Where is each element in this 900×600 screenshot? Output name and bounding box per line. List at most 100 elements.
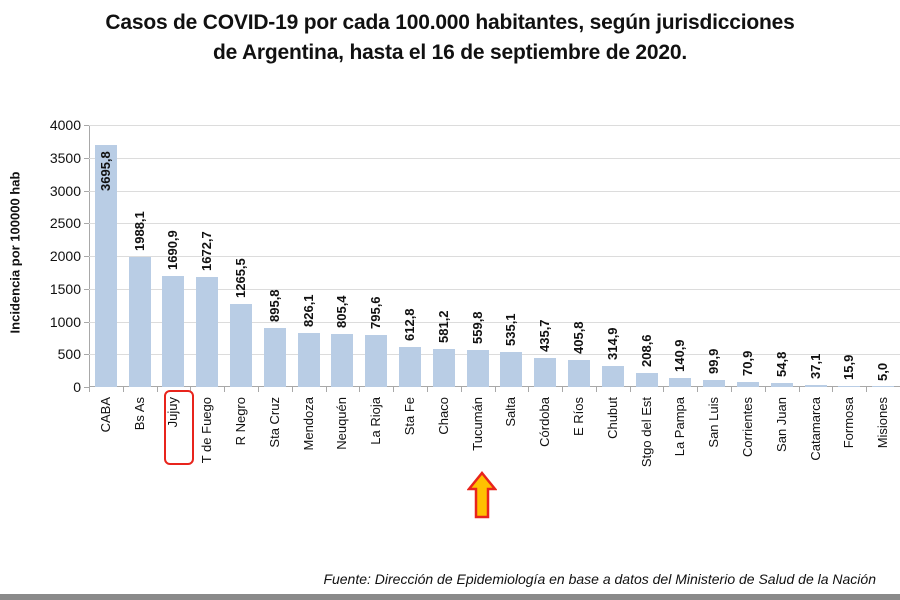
value-label: 208,6 bbox=[638, 334, 654, 368]
y-tick bbox=[84, 354, 89, 356]
y-tick-label: 0 bbox=[73, 379, 81, 395]
category-label: San Juan bbox=[773, 397, 789, 452]
bar bbox=[466, 350, 489, 387]
value-label: 54,8 bbox=[773, 352, 789, 378]
value-label: 535,1 bbox=[503, 313, 519, 346]
category-label: R Negro bbox=[233, 397, 249, 446]
bar bbox=[365, 334, 388, 387]
y-tick-label: 3000 bbox=[49, 182, 81, 199]
bar bbox=[263, 328, 286, 387]
bar bbox=[736, 382, 759, 387]
gridline bbox=[89, 157, 900, 159]
category-label: Bs As bbox=[131, 397, 147, 431]
category-label: Sta Fe bbox=[402, 397, 418, 436]
bar bbox=[567, 360, 590, 387]
y-tick bbox=[84, 223, 89, 225]
x-tick bbox=[156, 387, 158, 392]
gridline bbox=[89, 321, 900, 323]
category-label: E Ríos bbox=[570, 397, 586, 437]
value-label: 314,9 bbox=[604, 327, 620, 361]
category-label: Chaco bbox=[435, 397, 451, 435]
category-label: Córdoba bbox=[537, 397, 553, 447]
category-label: Sta Cruz bbox=[266, 397, 282, 448]
x-tick bbox=[731, 387, 733, 392]
gridline bbox=[89, 223, 900, 225]
bar bbox=[297, 332, 320, 387]
x-tick bbox=[224, 387, 226, 392]
category-label: Corrientes bbox=[739, 397, 755, 457]
bar bbox=[128, 256, 151, 387]
x-tick bbox=[122, 387, 124, 392]
gridline bbox=[89, 288, 900, 290]
value-label: 70,9 bbox=[739, 351, 755, 377]
category-label: T de Fuego bbox=[199, 397, 215, 464]
chart-title-line2: de Argentina, hasta el 16 de septiembre … bbox=[213, 41, 687, 64]
arrow-up-icon bbox=[467, 471, 497, 519]
bar bbox=[703, 380, 726, 387]
category-label: Stgo del Est bbox=[638, 397, 654, 468]
bar bbox=[872, 386, 895, 387]
value-label: 581,2 bbox=[435, 310, 451, 343]
x-tick bbox=[562, 387, 564, 392]
y-tick bbox=[84, 288, 89, 290]
value-label: 1265,5 bbox=[233, 258, 249, 299]
x-tick bbox=[291, 387, 293, 392]
bottom-band bbox=[0, 594, 900, 600]
bar bbox=[230, 304, 253, 387]
value-label: 1672,7 bbox=[199, 231, 215, 272]
value-label: 612,8 bbox=[402, 308, 418, 341]
x-tick bbox=[359, 387, 361, 392]
bar bbox=[804, 384, 827, 387]
category-label: La Pampa bbox=[672, 397, 688, 457]
x-tick bbox=[798, 387, 800, 392]
y-tick-label: 2000 bbox=[49, 248, 81, 264]
y-axis-label: Incidencia por 100000 hab bbox=[7, 171, 23, 334]
value-label: 895,8 bbox=[266, 289, 282, 323]
category-label: Salta bbox=[503, 397, 519, 427]
bar bbox=[838, 385, 861, 387]
x-tick bbox=[697, 387, 699, 392]
plot-area: 0 500 1000 1500 2000 2500 3000 3500 4000 3695,8 19… bbox=[50, 117, 900, 395]
y-tick bbox=[84, 190, 89, 192]
bar bbox=[162, 276, 185, 387]
source-note: Fuente: Dirección de Epidemiología en ba… bbox=[323, 571, 876, 587]
bar bbox=[331, 334, 354, 387]
gridline bbox=[89, 354, 900, 356]
category-label: Catamarca bbox=[807, 397, 823, 461]
value-label: 99,9 bbox=[706, 349, 722, 375]
bar bbox=[770, 383, 793, 387]
value-label: 5,0 bbox=[875, 362, 891, 381]
y-tick-label: 2500 bbox=[49, 215, 81, 232]
gridline bbox=[89, 190, 900, 192]
y-tick bbox=[84, 157, 89, 159]
x-tick bbox=[393, 387, 395, 392]
x-tick bbox=[764, 387, 766, 392]
bar bbox=[601, 366, 624, 387]
category-label: Formosa bbox=[841, 397, 857, 449]
value-label: 140,9 bbox=[672, 339, 688, 372]
category-label: San Luis bbox=[706, 397, 722, 448]
x-tick bbox=[832, 387, 834, 392]
bar bbox=[432, 348, 455, 387]
category-label: Neuquén bbox=[334, 397, 350, 450]
category-label: Tucumán bbox=[469, 397, 485, 451]
bar bbox=[94, 144, 117, 387]
x-tick bbox=[325, 387, 327, 392]
x-tick bbox=[629, 387, 631, 392]
value-label: 795,6 bbox=[368, 296, 384, 329]
bar bbox=[500, 351, 523, 387]
bar bbox=[399, 346, 422, 387]
y-tick bbox=[84, 387, 89, 388]
bar bbox=[534, 358, 557, 387]
value-label: 37,1 bbox=[807, 353, 823, 379]
category-label: Chubut bbox=[604, 397, 620, 439]
y-tick-label: 1000 bbox=[49, 313, 81, 330]
bar bbox=[635, 373, 658, 387]
value-label: 826,1 bbox=[300, 294, 316, 327]
value-label: 1988,1 bbox=[131, 211, 147, 251]
value-label: 805,4 bbox=[334, 295, 350, 329]
y-tick-label: 4000 bbox=[49, 117, 81, 133]
x-tick bbox=[663, 387, 665, 392]
value-label: 1690,9 bbox=[165, 230, 181, 271]
x-tick bbox=[190, 387, 192, 392]
